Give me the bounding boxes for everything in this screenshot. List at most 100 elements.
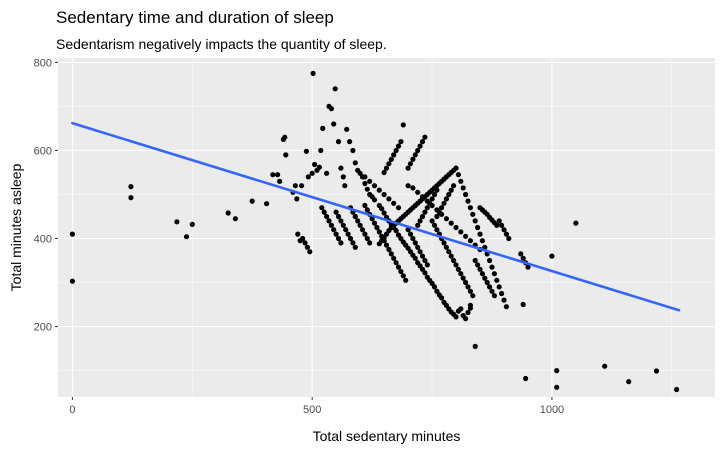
- data-point: [69, 278, 75, 284]
- data-point: [441, 200, 447, 206]
- data-point: [412, 240, 418, 246]
- data-point: [362, 231, 368, 237]
- data-point: [379, 206, 385, 212]
- data-point: [520, 255, 526, 261]
- data-point: [443, 216, 449, 222]
- data-point: [294, 196, 300, 202]
- data-point: [343, 227, 349, 233]
- x-tick-label: 500: [303, 404, 321, 416]
- data-point: [391, 200, 397, 206]
- data-point: [626, 379, 632, 385]
- data-point: [292, 183, 298, 189]
- data-point: [458, 271, 464, 277]
- data-point: [458, 178, 464, 184]
- data-point: [183, 234, 190, 240]
- data-point: [431, 191, 438, 198]
- data-point: [422, 257, 428, 264]
- data-point: [304, 244, 310, 250]
- data-point: [465, 198, 471, 204]
- data-point: [309, 170, 315, 176]
- data-point: [400, 122, 406, 128]
- data-point: [381, 191, 387, 198]
- data-point: [328, 222, 334, 228]
- data-point: [467, 205, 473, 211]
- data-point: [270, 172, 276, 178]
- data-point: [340, 174, 346, 180]
- data-point: [453, 165, 459, 171]
- data-point: [371, 220, 378, 226]
- data-point: [324, 213, 330, 220]
- data-point: [352, 244, 358, 250]
- data-point: [496, 284, 502, 290]
- data-point: [312, 161, 318, 168]
- data-point: [467, 288, 473, 294]
- data-point: [460, 275, 466, 281]
- data-point: [364, 235, 370, 242]
- data-point: [417, 249, 423, 255]
- data-point: [319, 205, 325, 211]
- data-point: [357, 222, 363, 228]
- data-point: [441, 240, 447, 246]
- data-point: [381, 210, 387, 216]
- data-points: [69, 70, 680, 393]
- data-point: [340, 222, 346, 228]
- data-point: [347, 139, 353, 145]
- data-point: [479, 238, 485, 244]
- data-point: [499, 290, 505, 297]
- data-point: [232, 216, 238, 222]
- data-point: [403, 277, 409, 283]
- data-point: [653, 368, 660, 374]
- data-point: [405, 165, 411, 171]
- data-point: [487, 257, 493, 264]
- data-point: [453, 262, 459, 268]
- x-axis-ticks: 0 500 1000: [69, 397, 564, 416]
- data-point: [350, 240, 356, 246]
- data-point: [302, 240, 308, 246]
- data-point: [388, 251, 394, 257]
- data-point: [328, 106, 334, 112]
- data-point: [415, 147, 421, 154]
- data-point: [376, 229, 382, 235]
- data-point: [463, 316, 469, 322]
- data-point: [282, 134, 288, 140]
- data-point: [362, 180, 368, 187]
- data-point: [518, 251, 524, 257]
- data-point: [475, 224, 481, 231]
- data-point: [453, 224, 459, 231]
- data-point: [338, 218, 344, 224]
- y-axis-label: Total minutes asleep: [8, 163, 24, 291]
- data-point: [128, 195, 134, 201]
- data-point: [303, 148, 309, 154]
- data-point: [335, 235, 342, 242]
- data-point: [381, 238, 387, 244]
- data-point: [333, 231, 339, 237]
- data-point: [383, 242, 390, 248]
- data-point: [283, 152, 289, 158]
- data-point: [419, 253, 426, 259]
- data-point: [484, 279, 490, 286]
- data-point: [465, 309, 471, 316]
- data-point: [419, 139, 426, 145]
- data-point: [455, 172, 461, 178]
- data-point: [395, 264, 402, 270]
- data-point: [523, 375, 529, 382]
- data-point: [410, 185, 416, 191]
- data-point: [434, 207, 440, 213]
- chart-subtitle: Sedentarism negatively impacts the quant…: [56, 36, 387, 52]
- data-point: [412, 152, 418, 158]
- data-point: [443, 244, 449, 250]
- data-point: [405, 183, 411, 189]
- data-point: [431, 222, 438, 228]
- data-point: [429, 196, 435, 202]
- data-point: [352, 213, 358, 220]
- data-point: [489, 288, 495, 294]
- data-point: [463, 191, 469, 198]
- data-point: [400, 273, 406, 279]
- data-point: [350, 147, 356, 154]
- x-tick-label: 0: [69, 404, 75, 416]
- data-point: [549, 253, 555, 259]
- data-point: [383, 165, 390, 171]
- data-point: [467, 302, 473, 308]
- data-point: [434, 213, 440, 220]
- data-point: [335, 139, 342, 145]
